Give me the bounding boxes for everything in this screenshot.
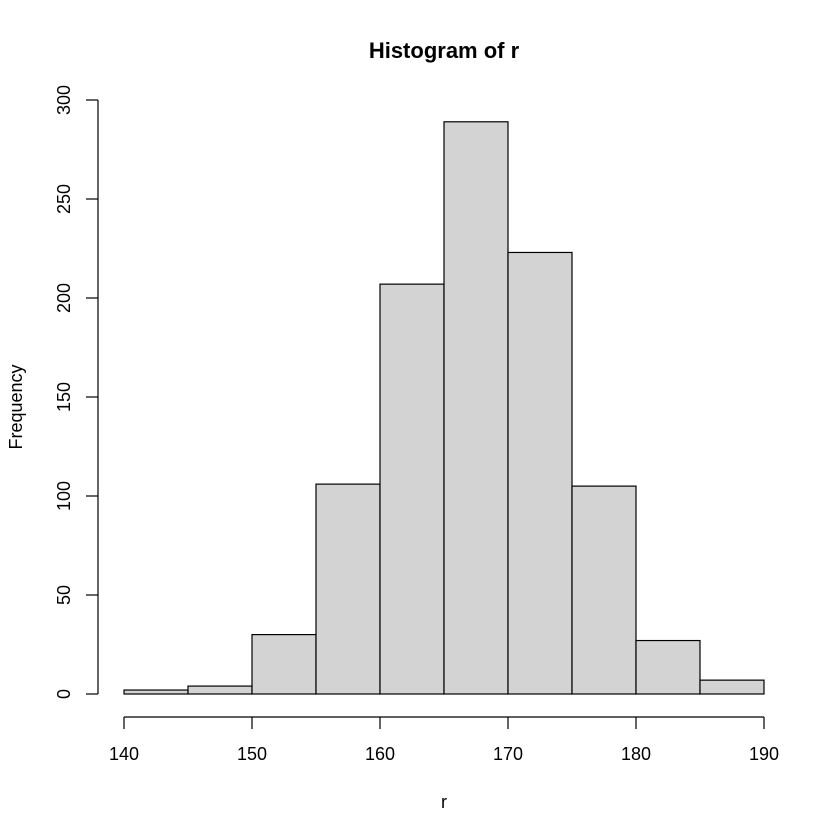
y-tick-label: 250 xyxy=(54,184,74,214)
bars xyxy=(123,121,765,695)
y-tick-label: 50 xyxy=(54,585,74,605)
y-tick-label: 200 xyxy=(54,283,74,313)
y-tick-label: 100 xyxy=(54,481,74,511)
y-axis: 0 50 100 150 200 250 300 xyxy=(54,85,99,699)
histogram-bar xyxy=(507,251,573,695)
y-tick-label: 300 xyxy=(54,85,74,115)
y-tick-label: 0 xyxy=(54,689,74,699)
histogram-bar xyxy=(187,685,253,695)
y-axis-label: Frequency xyxy=(6,364,26,449)
histogram-bar xyxy=(443,121,509,695)
histogram-bar xyxy=(251,633,317,695)
histogram-bar xyxy=(123,689,189,695)
histogram-bar xyxy=(699,679,765,695)
histogram-bar xyxy=(635,639,701,695)
x-axis: 140 150 160 170 180 190 xyxy=(109,716,779,764)
x-tick-label: 190 xyxy=(749,744,779,764)
histogram-bar xyxy=(315,483,381,695)
y-tick-label: 150 xyxy=(54,382,74,412)
chart-title: Histogram of r xyxy=(369,38,520,63)
histogram-bar xyxy=(571,485,637,695)
x-tick-label: 160 xyxy=(365,744,395,764)
x-tick-label: 180 xyxy=(621,744,651,764)
x-tick-label: 150 xyxy=(237,744,267,764)
x-tick-label: 170 xyxy=(493,744,523,764)
x-axis-label: r xyxy=(441,792,447,812)
x-tick-label: 140 xyxy=(109,744,139,764)
histogram-bar xyxy=(379,283,445,695)
